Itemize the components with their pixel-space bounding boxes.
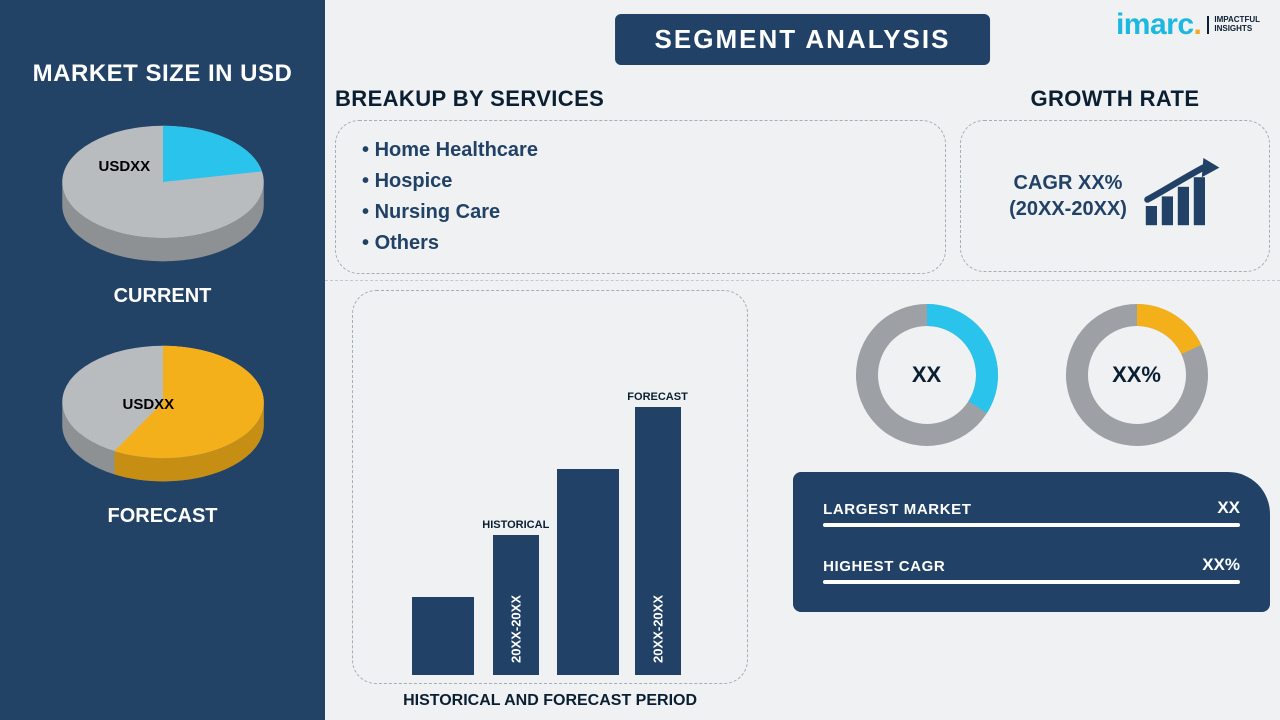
growth-section: GROWTH RATE CAGR XX% (20XX-20XX) (960, 86, 1270, 272)
panel-value: XX% (1202, 555, 1240, 575)
bar-tag: HISTORICAL (482, 519, 549, 531)
breakup-item: Nursing Care (362, 197, 923, 228)
pie-chart: USDXX (53, 338, 273, 493)
bar (557, 469, 619, 675)
pie-value: USDXX (123, 396, 175, 413)
logo-brand: imarc. (1116, 8, 1201, 42)
panel-value: XX (1217, 498, 1240, 518)
growth-text: CAGR XX% (20XX-20XX) (1009, 170, 1127, 222)
logo: imarc. IMPACTFULINSIGHTS (1116, 8, 1260, 42)
breakup-item: Home Healthcare (362, 135, 923, 166)
barchart-section: HISTORICAL 20XX-20XX FORECAST 20XX-20XX … (335, 290, 765, 710)
bar-tag: FORECAST (627, 391, 688, 403)
donut-chart: XX (852, 300, 1002, 450)
breakup-item: Others (362, 228, 923, 259)
pie-current: USDXX CURRENT (53, 118, 273, 308)
donut-value: XX (852, 300, 1002, 450)
main: imarc. IMPACTFULINSIGHTS SEGMENT ANALYSI… (325, 0, 1280, 720)
page-title: SEGMENT ANALYSIS (615, 14, 991, 65)
panel-bar (823, 580, 1240, 584)
logo-tagline: IMPACTFULINSIGHTS (1207, 16, 1260, 34)
panel-row: LARGEST MARKET XX (823, 498, 1240, 527)
growth-arrow-icon (1141, 158, 1221, 235)
breakup-section: BREAKUP BY SERVICES Home HealthcareHospi… (335, 86, 946, 272)
panel-label: HIGHEST CAGR (823, 558, 945, 575)
breakup-title: BREAKUP BY SERVICES (335, 86, 946, 112)
sidebar-title: MARKET SIZE IN USD (33, 60, 293, 88)
stats-panel: LARGEST MARKET XX HIGHEST CAGR XX% (793, 472, 1270, 612)
bars-area: HISTORICAL 20XX-20XX FORECAST 20XX-20XX (373, 301, 727, 675)
panel-row: HIGHEST CAGR XX% (823, 555, 1240, 584)
bar-column: FORECAST 20XX-20XX (627, 391, 688, 675)
donuts-row: XX XX% (793, 300, 1270, 450)
growth-box: CAGR XX% (20XX-20XX) (960, 120, 1270, 272)
bar-period: 20XX-20XX (650, 595, 665, 663)
bar-column (557, 469, 619, 675)
pie-forecast: USDXX FORECAST (53, 338, 273, 528)
pie-value: USDXX (99, 158, 151, 175)
pie-label: CURRENT (114, 285, 212, 308)
bar (412, 597, 474, 675)
donut-chart: XX% (1062, 300, 1212, 450)
bar-column (412, 597, 474, 675)
pie-label: FORECAST (108, 505, 218, 528)
panel-label: LARGEST MARKET (823, 501, 971, 518)
growth-title: GROWTH RATE (960, 86, 1270, 112)
barchart-caption: HISTORICAL AND FORECAST PERIOD (403, 692, 697, 710)
panel-bar (823, 523, 1240, 527)
bar-period: 20XX-20XX (508, 595, 523, 663)
pie-chart: USDXX (53, 118, 273, 273)
donut-value: XX% (1062, 300, 1212, 450)
breakup-item: Hospice (362, 166, 923, 197)
right-section: XX XX% LARGEST MARKET XX HIGHEST CAGR XX… (779, 290, 1270, 710)
bar-column: HISTORICAL 20XX-20XX (482, 519, 549, 675)
h-divider (325, 280, 1280, 281)
sidebar: MARKET SIZE IN USD USDXX CURRENT USDXX F… (0, 0, 325, 720)
breakup-list: Home HealthcareHospiceNursing CareOthers (358, 135, 923, 259)
breakup-box: Home HealthcareHospiceNursing CareOthers (335, 120, 946, 274)
barchart-box: HISTORICAL 20XX-20XX FORECAST 20XX-20XX (352, 290, 748, 684)
